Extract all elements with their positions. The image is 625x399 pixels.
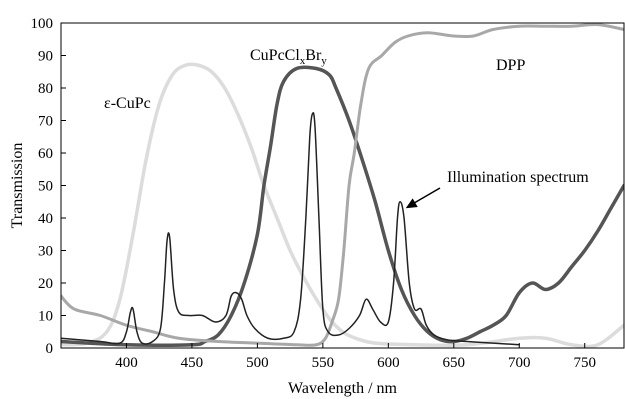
y-tick-label: 50 <box>38 179 53 195</box>
y-tick-label: 40 <box>38 211 53 227</box>
x-axis-ticks: 400 450 500 550 600 650 700 750 <box>115 343 596 371</box>
label-eps-cupc: ε-CuPc <box>104 95 151 112</box>
y-tick-label: 0 <box>46 341 54 357</box>
y-tick-label: 20 <box>38 276 53 292</box>
x-tick-label: 650 <box>443 355 466 371</box>
y-tick-label: 90 <box>38 49 53 65</box>
x-tick-label: 450 <box>181 355 204 371</box>
series-curves <box>61 23 624 348</box>
y-tick-label: 60 <box>38 146 53 162</box>
y-tick-label: 70 <box>38 114 53 130</box>
label-illumination-spectrum: Illumination spectrum <box>447 169 589 186</box>
y-tick-label: 10 <box>38 309 53 325</box>
y-tick-label: 30 <box>38 244 53 260</box>
series-line-cupcclxbry <box>61 65 624 347</box>
y-tick-label: 100 <box>31 16 54 32</box>
x-tick-label: 700 <box>508 355 531 371</box>
x-tick-label: 550 <box>312 355 335 371</box>
illumination-arrow <box>405 187 441 209</box>
label-cupcclxbry-sub-y: y <box>321 55 327 67</box>
x-tick-label: 750 <box>573 355 596 371</box>
label-cupcclxbry: CuPcClxBry <box>250 47 327 67</box>
x-axis-title: Wavelength / nm <box>288 380 397 397</box>
x-tick-label: 400 <box>115 355 138 371</box>
arrow-shaft <box>413 187 441 204</box>
label-cupcclxbry-br: Br <box>305 47 322 64</box>
arrow-head <box>405 198 418 209</box>
y-axis-ticks: 0 10 20 30 40 50 60 70 80 90 100 <box>31 16 66 357</box>
y-axis-title: Transmission <box>9 143 26 229</box>
label-cupcclxbry-main: CuPcCl <box>250 47 300 64</box>
series-line-dpp <box>61 23 624 347</box>
series-line-eps-cupc <box>61 62 624 348</box>
x-tick-label: 500 <box>246 355 269 371</box>
y-tick-label: 80 <box>38 81 53 97</box>
series-line-illumination <box>61 112 521 346</box>
label-dpp: DPP <box>496 57 525 74</box>
label-cupcclxbry-sub-x: x <box>300 55 306 67</box>
x-tick-label: 600 <box>377 355 400 371</box>
